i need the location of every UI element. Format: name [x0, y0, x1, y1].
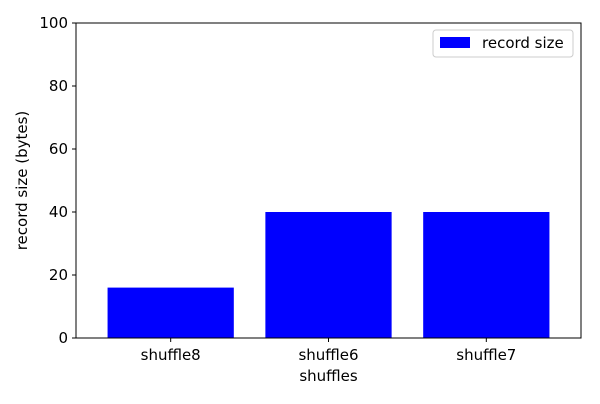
y-tick-label: 80	[49, 77, 68, 95]
legend: record size	[432, 29, 574, 58]
legend-swatch	[440, 37, 470, 48]
x-tick-label: shuffle6	[298, 346, 358, 364]
y-axis-label: record size (bytes)	[13, 111, 31, 251]
y-tick-label: 40	[49, 203, 68, 221]
x-axis-label: shuffles	[299, 367, 358, 385]
x-axis: shuffle8 shuffle6 shuffle7	[141, 338, 516, 364]
y-axis: 0 20 40 60 80 100	[39, 14, 76, 347]
y-tick-label: 20	[49, 266, 68, 284]
y-tick-label: 0	[58, 329, 68, 347]
y-tick-label: 60	[49, 140, 68, 158]
bars-layer	[107, 212, 550, 338]
bar-shuffle6	[265, 212, 392, 338]
x-tick-label: shuffle7	[456, 346, 516, 364]
legend-box	[432, 29, 574, 58]
x-tick-label: shuffle8	[141, 346, 201, 364]
bar-shuffle8	[107, 287, 234, 338]
legend-label: record size	[482, 34, 564, 52]
y-tick-label: 100	[39, 14, 68, 32]
bar-shuffle7	[423, 212, 550, 338]
